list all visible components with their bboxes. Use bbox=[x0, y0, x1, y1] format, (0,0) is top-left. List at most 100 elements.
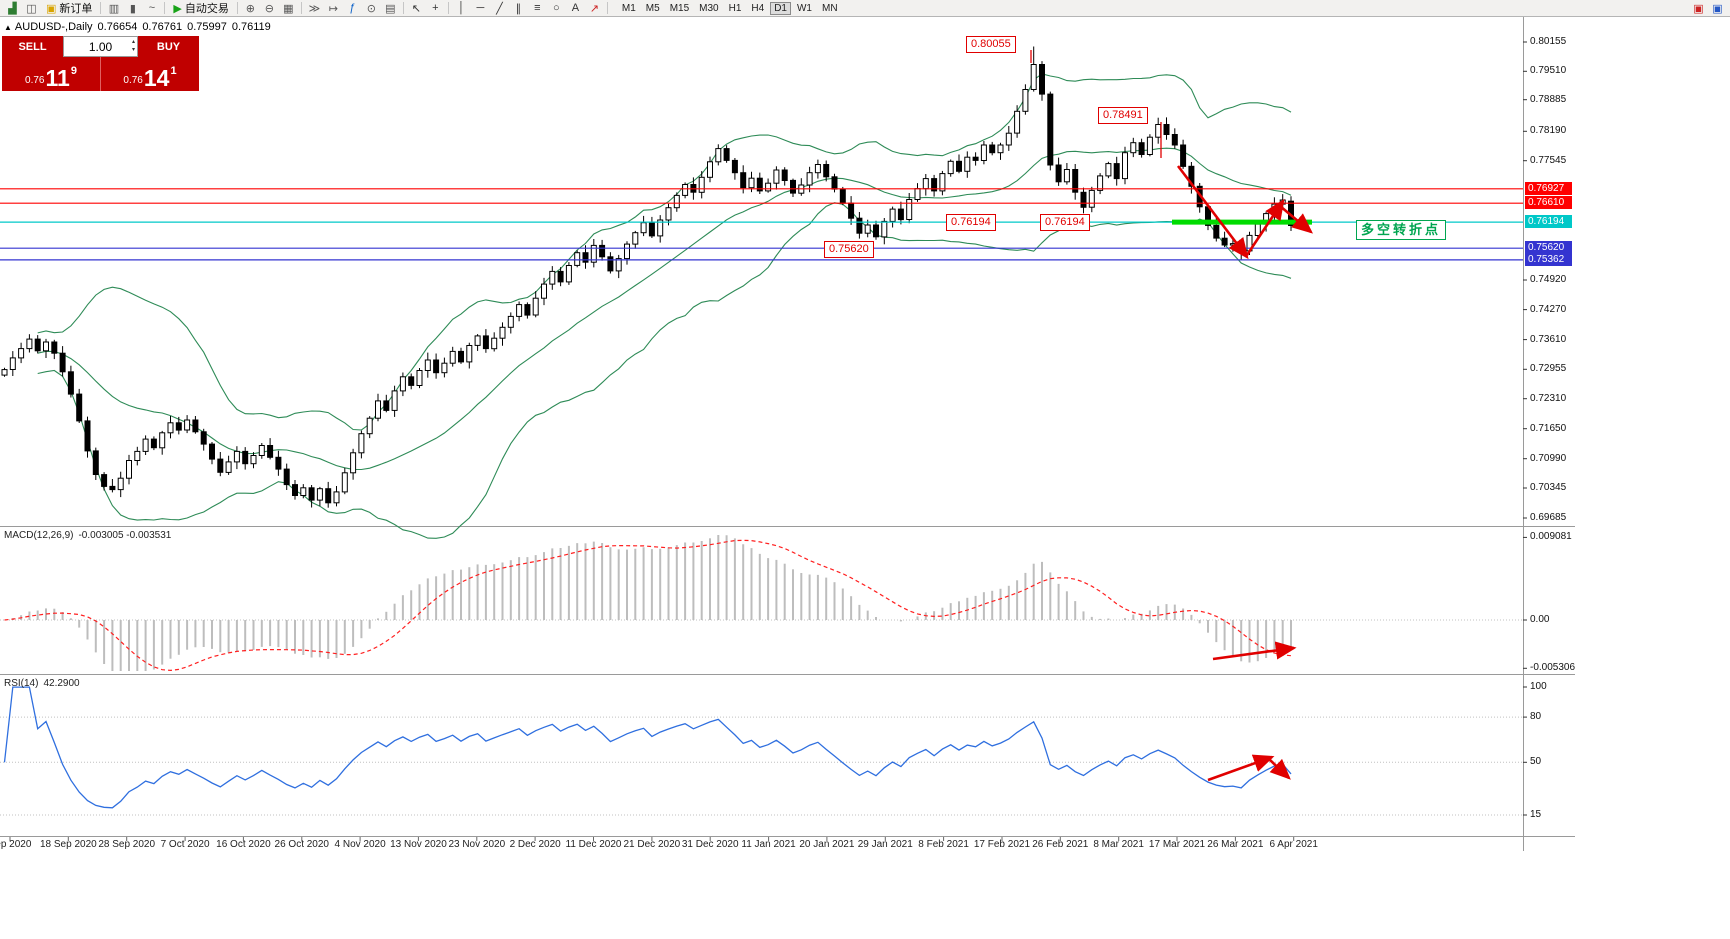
news-icon[interactable]: ▣ bbox=[1712, 2, 1723, 15]
templates-icon[interactable]: ▤ bbox=[381, 1, 400, 16]
toolbar: ▟ ◫ ▣ 新订单 ▥ ▮ ~ ▶ 自动交易 ⊕ ⊖ ▦ ≫ ↦ ƒ ⊙ ▤ ↖ + │ ─ ╱ ∥ ≡ ○ A ↗ M1 M5 M15 M… bbox=[0, 0, 1730, 17]
macd-name: MACD(12,26,9) bbox=[4, 530, 74, 541]
crosshair-icon[interactable]: + bbox=[426, 1, 445, 16]
rsi-value: 42.2900 bbox=[43, 678, 80, 689]
rsi-indicator-label: RSI(14) 42.2900 bbox=[4, 678, 80, 689]
toolbar-separator bbox=[236, 2, 238, 14]
toolbar-separator bbox=[606, 2, 608, 14]
fibonacci-icon-icon: ≡ bbox=[534, 2, 541, 14]
macd-indicator-label: MACD(12,26,9) -0.003005 -0.003531 bbox=[4, 530, 171, 541]
fibonacci-icon[interactable]: ≡ bbox=[528, 1, 547, 16]
timeframe-w1[interactable]: W1 bbox=[796, 2, 812, 14]
toolbar-separator bbox=[164, 2, 166, 14]
trendline-icon[interactable]: ╱ bbox=[490, 1, 509, 16]
profiles-icon[interactable]: ◫ bbox=[22, 1, 41, 16]
buy-button[interactable]: BUY bbox=[138, 36, 199, 57]
zoom-out-icon-icon: ⊖ bbox=[264, 2, 274, 15]
sell-price-big: 11 bbox=[45, 65, 70, 91]
toolbar-separator bbox=[447, 2, 449, 14]
toolbar-separator bbox=[300, 2, 302, 14]
arrows-icon-icon: ↗ bbox=[589, 2, 599, 15]
new-order-icon: ▣ bbox=[46, 2, 57, 15]
horizontal-line-icon[interactable]: ─ bbox=[471, 1, 490, 16]
low-value: 0.75997 bbox=[187, 21, 227, 33]
new-chart-icon-icon: ▟ bbox=[8, 2, 17, 15]
volume-input[interactable] bbox=[74, 39, 127, 54]
vertical-line-icon[interactable]: │ bbox=[452, 1, 471, 16]
templates-icon-icon: ▤ bbox=[385, 2, 396, 15]
tile-windows-icon-icon: ▦ bbox=[283, 2, 294, 15]
zoom-out-icon[interactable]: ⊖ bbox=[260, 1, 279, 16]
shapes-icon-icon: ○ bbox=[553, 2, 560, 14]
zoom-in-icon[interactable]: ⊕ bbox=[241, 1, 260, 16]
buy-price-button[interactable]: 0.76 14 1 bbox=[100, 57, 199, 91]
vertical-line-icon-icon: │ bbox=[457, 2, 465, 14]
timeframe-h1[interactable]: H1 bbox=[728, 2, 742, 14]
text-icon[interactable]: A bbox=[566, 1, 585, 16]
chart-ohlc-header: ▲ AUDUSD-,Daily 0.76654 0.76761 0.75997 0.761… bbox=[4, 21, 276, 33]
zoom-in-icon-icon: ⊕ bbox=[245, 2, 255, 15]
buy-price-pip: 1 bbox=[170, 65, 177, 77]
arrows-icon[interactable]: ↗ bbox=[585, 1, 604, 16]
candlestick-chart-icon-icon: ▮ bbox=[129, 2, 136, 15]
new-order-button[interactable]: ▣ 新订单 bbox=[41, 0, 97, 16]
sell-price-pip: 9 bbox=[70, 65, 77, 77]
periods-icon[interactable]: ⊙ bbox=[362, 1, 381, 16]
new-chart-icon[interactable]: ▟ bbox=[3, 1, 22, 16]
bar-chart-icon-icon: ▥ bbox=[108, 2, 120, 15]
periods-icon-icon: ⊙ bbox=[366, 2, 376, 15]
channel-icon[interactable]: ∥ bbox=[509, 1, 528, 16]
open-value: 0.76654 bbox=[97, 21, 138, 33]
line-chart-icon[interactable]: ~ bbox=[142, 1, 161, 16]
auto-trading-button-label: 自动交易 bbox=[184, 3, 229, 15]
spinner-down-icon[interactable]: ▾ bbox=[131, 47, 135, 53]
timeframe-m30[interactable]: M30 bbox=[699, 2, 719, 14]
tile-windows-icon[interactable]: ▦ bbox=[279, 1, 298, 16]
macd-values: -0.003005 -0.003531 bbox=[78, 530, 172, 541]
sell-price-prefix: 0.76 bbox=[25, 75, 45, 86]
timeframe-m1[interactable]: M1 bbox=[621, 2, 636, 14]
timeframe-m15[interactable]: M15 bbox=[669, 2, 690, 14]
timeframe-switcher: M1 M5 M15 M30 H1 H4 D1 W1 MN bbox=[617, 1, 843, 15]
sell-button[interactable]: SELL bbox=[2, 36, 63, 57]
toolbar-right-icons: ▣ ▣ bbox=[1689, 1, 1727, 16]
one-click-collapse-arrow[interactable]: ▲ bbox=[4, 23, 12, 32]
high-value: 0.76761 bbox=[142, 21, 183, 33]
timeframe-m5[interactable]: M5 bbox=[645, 2, 660, 14]
shapes-icon[interactable]: ○ bbox=[547, 1, 566, 16]
horizontal-line-icon-icon: ─ bbox=[476, 2, 485, 14]
volume-field: ▴▾ bbox=[63, 36, 138, 57]
volume-spinner[interactable]: ▴ ▾ bbox=[132, 38, 135, 54]
profiles-icon-icon: ◫ bbox=[26, 2, 37, 15]
symbol-period-label: AUDUSD-,Daily bbox=[14, 21, 93, 33]
candlestick-chart-icon[interactable]: ▮ bbox=[123, 1, 142, 16]
buy-price-prefix: 0.76 bbox=[123, 75, 143, 86]
bar-chart-icon[interactable]: ▥ bbox=[104, 1, 123, 16]
auto-trading-icon: ▶ bbox=[173, 2, 182, 15]
timeframe-mn[interactable]: MN bbox=[821, 2, 838, 14]
crosshair-icon-icon: + bbox=[432, 2, 439, 14]
new-order-button-label: 新订单 bbox=[59, 3, 93, 15]
cursor-icon[interactable]: ↖ bbox=[407, 1, 426, 16]
chart-shift-icon[interactable]: ↦ bbox=[324, 1, 343, 16]
one-click-trading-widget: SELL ▴▾ BUY 0.76 11 9 0.76 14 1 bbox=[2, 36, 199, 91]
auto-scroll-icon[interactable]: ≫ bbox=[305, 1, 324, 16]
chart-shift-icon-icon: ↦ bbox=[328, 2, 338, 15]
trendline-icon-icon: ╱ bbox=[496, 2, 503, 15]
alert-icon[interactable]: ▣ bbox=[1693, 2, 1704, 15]
auto-scroll-icon-icon: ≫ bbox=[308, 2, 321, 15]
toolbar-separator bbox=[100, 2, 102, 14]
timeframe-d1[interactable]: D1 bbox=[770, 1, 791, 15]
text-icon-icon: A bbox=[571, 2, 580, 14]
rsi-name: RSI(14) bbox=[4, 678, 39, 689]
auto-trading-button[interactable]: ▶ 自动交易 bbox=[168, 0, 233, 16]
sell-price-button[interactable]: 0.76 11 9 bbox=[2, 57, 100, 91]
spinner-up-icon[interactable]: ▴ bbox=[131, 39, 135, 45]
indicators-icon[interactable]: ƒ bbox=[343, 1, 362, 16]
close-value: 0.76119 bbox=[231, 21, 271, 33]
line-chart-icon-icon: ~ bbox=[148, 2, 156, 14]
cursor-icon-icon: ↖ bbox=[411, 2, 421, 15]
timeframe-h4[interactable]: H4 bbox=[751, 2, 765, 14]
